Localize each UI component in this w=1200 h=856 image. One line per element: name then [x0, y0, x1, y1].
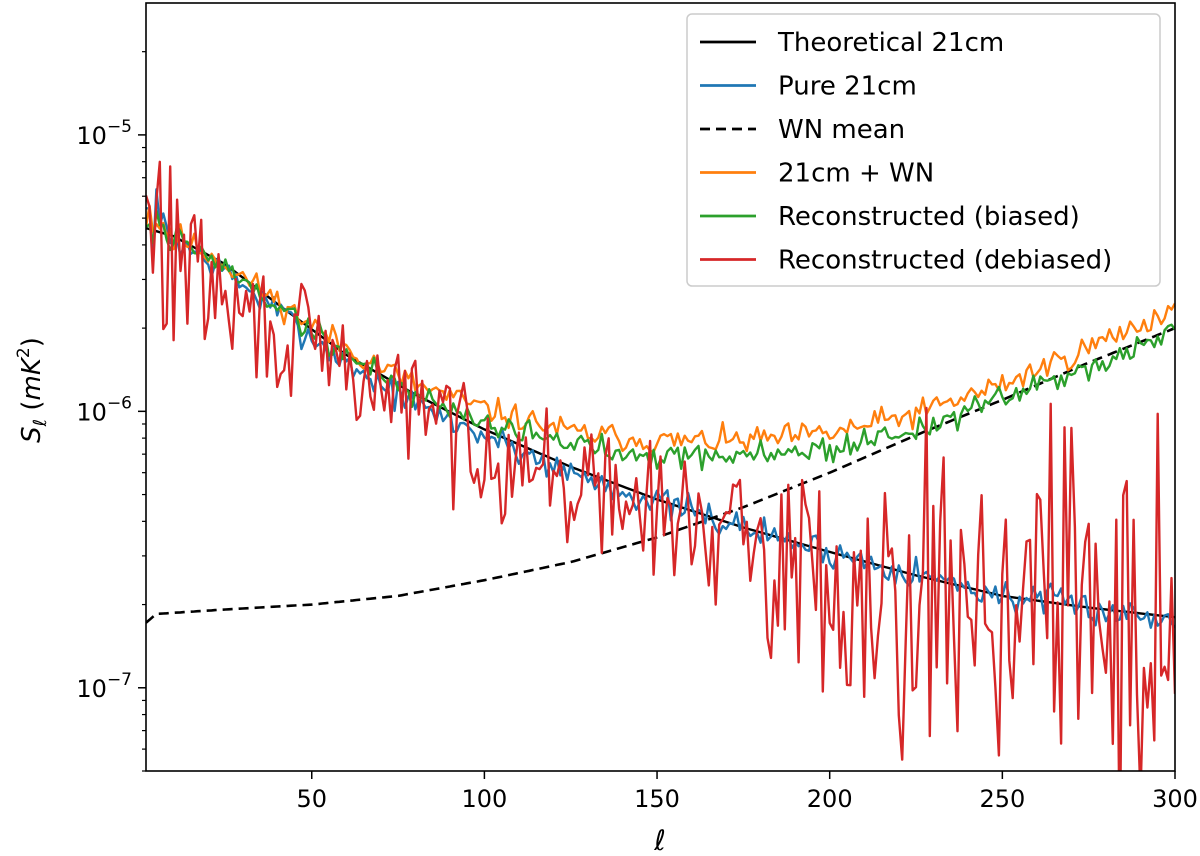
x-tick-label: 50: [296, 785, 327, 813]
y-axis-label: Sℓ (mK2): [14, 337, 51, 443]
legend-label-wn-mean: WN mean: [778, 115, 905, 145]
y-tick-label: 10−6: [76, 393, 132, 426]
legend-label-pure-21cm: Pure 21cm: [778, 72, 917, 102]
legend-label-reconstructed-biased: Reconstructed (biased): [778, 202, 1080, 232]
x-tick-label: 300: [1152, 785, 1198, 813]
x-tick-label: 150: [634, 785, 680, 813]
legend: Theoretical 21cm Pure 21cm WN mean 21cm + W…: [686, 13, 1161, 287]
series-line-reconstructed-debiased: [146, 160, 1175, 771]
y-label-unit-sup: 2: [14, 347, 34, 358]
axis-ticks: 50 100 150 200 250 300 10−7 10−6 10−5: [76, 51, 1198, 813]
series-layer: [146, 160, 1175, 771]
y-label-open: (: [17, 401, 47, 419]
y-tick-label: 10−7: [76, 670, 132, 703]
legend-entries: Theoretical 21cm Pure 21cm WN mean 21cm + W…: [700, 28, 1112, 276]
x-tick-label: 250: [979, 785, 1025, 813]
y-label-base: S: [17, 426, 47, 443]
series-line-pure-21cm: [146, 188, 1175, 629]
x-axis-label: ℓ: [653, 824, 666, 856]
y-label-sub: ℓ: [30, 419, 51, 427]
y-tick-label: 10−5: [76, 117, 132, 150]
plot-frame: [145, 2, 1176, 772]
legend-label-21cm-wn: 21cm + WN: [778, 159, 934, 189]
legend-box: [686, 13, 1161, 287]
y-label-close: ): [17, 337, 47, 347]
legend-label-theoretical-21cm: Theoretical 21cm: [777, 28, 1004, 58]
x-tick-label: 100: [461, 785, 507, 813]
y-label-unit: mK: [17, 356, 47, 400]
x-tick-label: 200: [807, 785, 853, 813]
legend-label-reconstructed-debiased: Reconstructed (debiased): [778, 246, 1112, 276]
